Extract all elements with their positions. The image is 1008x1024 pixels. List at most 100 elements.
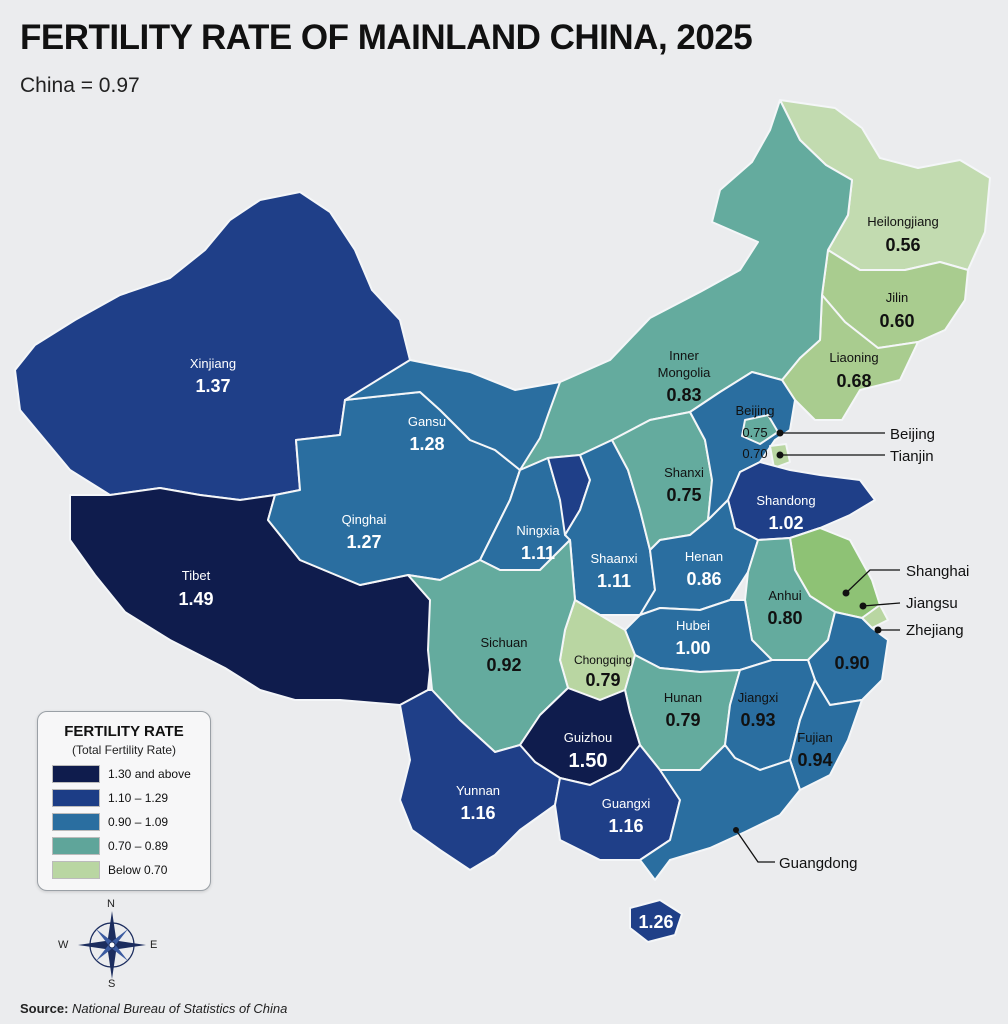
svg-text:0.92: 0.92 [486, 655, 521, 675]
svg-text:Chongqing: Chongqing [574, 653, 632, 667]
svg-text:0.60: 0.60 [879, 311, 914, 331]
label-fujian: Fujian 0.94 [797, 730, 832, 770]
label-tianjin: 0.70 [742, 446, 767, 461]
svg-text:Hunan: Hunan [664, 690, 702, 705]
svg-text:0.56: 0.56 [885, 235, 920, 255]
legend-swatch [52, 765, 100, 783]
svg-text:Heilongjiang: Heilongjiang [867, 214, 939, 229]
legend-swatch [52, 837, 100, 855]
svg-text:0.93: 0.93 [740, 710, 775, 730]
svg-text:Inner: Inner [669, 348, 699, 363]
province-guangdong [639, 744, 801, 881]
svg-text:1.49: 1.49 [178, 589, 213, 609]
svg-text:Zhejiang: Zhejiang [906, 622, 964, 639]
callout-beijing: Beijing [776, 426, 935, 443]
svg-text:0.83: 0.83 [666, 385, 701, 405]
legend-label: 1.10 – 1.29 [108, 791, 169, 805]
province-hebei [689, 371, 796, 521]
svg-text:0.70: 0.70 [742, 446, 767, 461]
source-label: Source: [20, 1001, 69, 1016]
legend-item: 1.30 and above [52, 765, 191, 783]
label-chongqing: Chongqing 0.79 [574, 653, 632, 690]
label-hainan: 1.26 [638, 912, 673, 932]
svg-text:Jiangsu: Jiangsu [906, 595, 958, 612]
label-jiangxi: Jiangxi 0.93 [738, 690, 779, 730]
svg-text:1.37: 1.37 [195, 376, 230, 396]
svg-text:Shaanxi: Shaanxi [591, 551, 638, 566]
label-hubei: Hubei 1.00 [675, 618, 710, 658]
province-henan [639, 499, 759, 616]
source-text: National Bureau of Statistics of China [72, 1001, 288, 1016]
legend: FERTILITY RATE (Total Fertility Rate) 1.… [37, 711, 211, 891]
legend-item: 1.10 – 1.29 [52, 789, 168, 807]
label-henan: Henan 0.86 [685, 549, 723, 589]
compass-n: N [107, 898, 115, 910]
label-shanxi: Shanxi 0.75 [664, 465, 704, 505]
svg-text:0.94: 0.94 [797, 750, 832, 770]
legend-swatch [52, 861, 100, 879]
callout-guangdong: Guangdong [733, 827, 857, 872]
label-yunnan: Yunnan 1.16 [456, 783, 500, 823]
svg-text:Guizhou: Guizhou [564, 730, 612, 745]
svg-text:Guangxi: Guangxi [602, 796, 651, 811]
legend-label: 0.70 – 0.89 [108, 839, 169, 853]
svg-text:Shanghai: Shanghai [906, 563, 969, 580]
svg-text:Mongolia: Mongolia [658, 365, 712, 380]
label-tibet: Tibet 1.49 [178, 568, 213, 609]
label-ningxia: Ningxia 1.11 [516, 523, 560, 563]
svg-text:0.68: 0.68 [836, 371, 871, 391]
label-xinjiang: Xinjiang 1.37 [190, 356, 236, 396]
province-fujian [789, 679, 863, 791]
province-beijing [741, 414, 779, 445]
svg-text:Ningxia: Ningxia [516, 523, 560, 538]
label-hunan: Hunan 0.79 [664, 690, 702, 730]
svg-text:0.90: 0.90 [834, 653, 869, 673]
label-shandong: Shandong 1.02 [756, 493, 815, 533]
svg-text:1.11: 1.11 [597, 571, 631, 591]
svg-text:Shanxi: Shanxi [664, 465, 704, 480]
svg-text:1.16: 1.16 [460, 803, 495, 823]
label-liaoning: Liaoning 0.68 [829, 350, 878, 391]
svg-text:Xinjiang: Xinjiang [190, 356, 236, 371]
svg-text:Jiangxi: Jiangxi [738, 690, 779, 705]
svg-text:Tianjin: Tianjin [890, 448, 934, 465]
label-zhejiang: 0.90 [834, 653, 869, 673]
label-guangxi: Guangxi 1.16 [602, 796, 651, 836]
label-shaanxi: Shaanxi 1.11 [591, 551, 638, 591]
label-inner-mongolia: Inner Mongolia 0.83 [658, 348, 712, 405]
compass-s: S [108, 978, 116, 990]
svg-text:Beijing: Beijing [890, 426, 935, 443]
label-heilongjiang: Heilongjiang 0.56 [867, 214, 939, 255]
svg-text:1.26: 1.26 [638, 912, 673, 932]
svg-text:Anhui: Anhui [768, 588, 801, 603]
compass-e: E [150, 939, 158, 951]
svg-text:Guangdong: Guangdong [779, 855, 857, 872]
legend-swatch [52, 789, 100, 807]
legend-item: 0.90 – 1.09 [52, 813, 168, 831]
label-gansu: Gansu 1.28 [408, 414, 446, 454]
svg-text:1.00: 1.00 [675, 638, 710, 658]
svg-text:Beijing: Beijing [735, 403, 774, 418]
map-title: FERTILITY RATE OF MAINLAND CHINA, 2025 [20, 18, 753, 57]
svg-text:1.28: 1.28 [409, 434, 444, 454]
legend-label: 0.90 – 1.09 [108, 815, 169, 829]
svg-text:Jilin: Jilin [886, 290, 908, 305]
callout-zhejiang: Zhejiang [874, 622, 964, 639]
svg-text:0.79: 0.79 [585, 670, 620, 690]
callout-shanghai: Shanghai [842, 563, 969, 597]
province-yunnan [399, 689, 561, 871]
svg-text:Hubei: Hubei [676, 618, 710, 633]
svg-text:0.75: 0.75 [742, 425, 767, 440]
svg-text:Gansu: Gansu [408, 414, 446, 429]
label-guizhou: Guizhou 1.50 [564, 730, 612, 772]
compass-rose: N S E W [58, 898, 162, 990]
svg-text:Yunnan: Yunnan [456, 783, 500, 798]
legend-label: Below 0.70 [108, 863, 168, 877]
svg-text:0.80: 0.80 [767, 608, 802, 628]
svg-text:Tibet: Tibet [182, 568, 211, 583]
compass-rose-icon [78, 911, 146, 979]
svg-text:1.11: 1.11 [521, 543, 555, 563]
legend-title: FERTILITY RATE [64, 723, 184, 740]
province-hainan [629, 899, 683, 943]
label-anhui: Anhui 0.80 [767, 588, 802, 628]
